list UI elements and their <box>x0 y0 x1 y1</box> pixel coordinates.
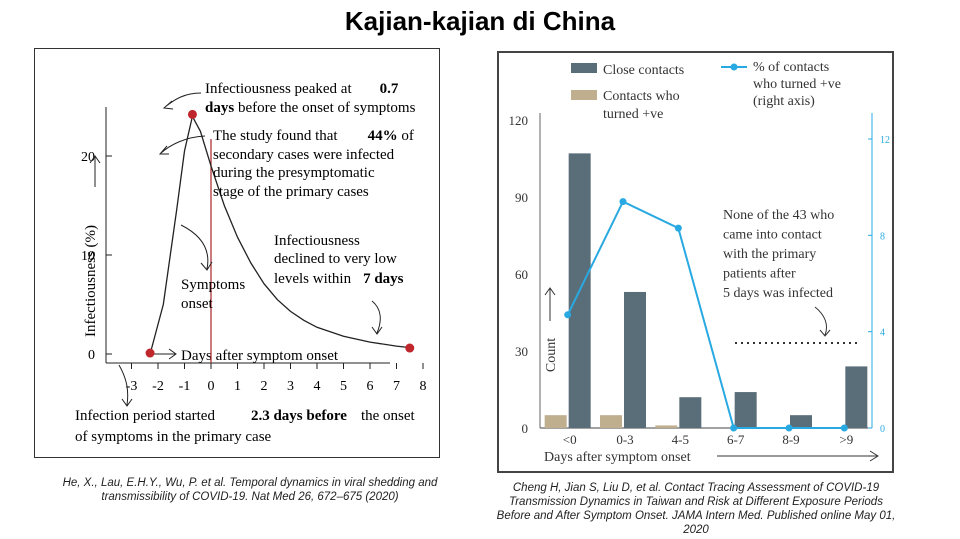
bar-contacts-positive <box>600 415 622 428</box>
x-tick-label: 0-3 <box>616 432 633 447</box>
x-axis-label: Days after symptom onset <box>544 450 691 465</box>
legend-label-contacts-positive-line2: turned +ve <box>603 107 663 122</box>
right-y-tick-label: 8 <box>880 231 885 242</box>
annotation-decline-line2: declined to very low <box>274 251 397 267</box>
annotation-decline-arrow <box>371 300 383 335</box>
right-y-tick-label: 4 <box>880 328 885 339</box>
x-tick-label: -1 <box>179 379 191 394</box>
annotation-line-3: with the primary <box>723 247 816 262</box>
y-tick-label: 10 <box>81 249 95 264</box>
x-tick-label: 0 <box>208 379 215 394</box>
percent-positive-point <box>619 198 627 206</box>
symptoms-onset-label-line1: Symptoms <box>181 277 245 293</box>
x-tick-label: 2 <box>261 379 268 394</box>
annotation-study-arrow <box>158 135 206 155</box>
y-tick-label: 20 <box>81 150 95 165</box>
annotation-decline-line3: levels within 7 days <box>274 271 404 287</box>
annotation-study-line1: The study found that 44% of <box>213 128 414 144</box>
legend-label-percent-line3: (right axis) <box>753 94 815 109</box>
y-axis-arrow <box>544 287 556 321</box>
right-y-tick-label: 0 <box>880 424 885 435</box>
contact-tracing-chart: 0 30 60 90 120 0 4 8 12 <0 0-3 4-5 6-7 8-9 >9 Close con… <box>509 60 891 465</box>
right-y-tick-label: 12 <box>880 135 890 146</box>
data-point-marker <box>187 109 197 119</box>
bar-contacts-positive <box>655 425 678 428</box>
x-tick-label: 6 <box>367 379 374 394</box>
bar-close-contacts <box>790 415 812 428</box>
annotation-line-1: None of the 43 who <box>723 208 834 223</box>
percent-positive-point <box>564 311 572 319</box>
y-axis-label: Count <box>544 338 559 372</box>
x-tick-label: 6-7 <box>727 432 745 447</box>
annotation-line-4: patients after <box>723 267 796 282</box>
bar-close-contacts <box>679 397 702 428</box>
annotation-peak-line2: days before the onset of symptoms <box>205 100 416 116</box>
left-chart-panel: 0 10 20 -3 -2 -1 0 1 2 3 4 5 6 7 8 Infectiousness (%) Da… <box>34 48 440 458</box>
infectiousness-curve <box>149 114 410 355</box>
x-tick-label: -3 <box>126 379 138 394</box>
annotation-study-line4: stage of the primary cases <box>213 184 369 200</box>
x-tick-label: 1 <box>234 379 241 394</box>
annotation-peak-arrow <box>162 92 202 110</box>
percent-positive-point <box>730 424 738 432</box>
annotation-start-arrow <box>118 364 133 407</box>
page-title: Kajian-kajian di China <box>344 6 616 36</box>
bar-contacts-positive <box>544 415 567 428</box>
x-tick-label: 8-9 <box>782 432 799 447</box>
x-tick-label: 4 <box>314 379 321 394</box>
left-y-tick-label: 30 <box>515 344 528 359</box>
left-y-tick-label: 90 <box>515 190 528 205</box>
symptoms-onset-label-line2: onset <box>181 296 213 312</box>
annotation-arrow <box>814 306 831 337</box>
legend-swatch-contacts-positive <box>571 90 597 100</box>
x-tick-label: 5 <box>340 379 347 394</box>
left-y-tick-label: 0 <box>522 421 529 436</box>
right-chart-panel: 0 30 60 90 120 0 4 8 12 <0 0-3 4-5 6-7 8-9 >9 Close con… <box>497 51 894 473</box>
legend-label-percent-line1: % of contacts <box>753 60 829 75</box>
x-tick-label: 8 <box>420 379 427 394</box>
x-tick-label: -2 <box>152 379 164 394</box>
x-tick-label: 3 <box>287 379 294 394</box>
bar-close-contacts <box>734 392 757 428</box>
bar-close-contacts <box>845 366 868 428</box>
x-tick-label: 4-5 <box>672 432 689 447</box>
percent-positive-point <box>840 424 848 432</box>
infectiousness-chart: 0 10 20 -3 -2 -1 0 1 2 3 4 5 6 7 8 Infectiousness (%) Da… <box>75 81 427 445</box>
annotation-study-line3: during the presymptomatic <box>213 165 375 181</box>
x-axis-label: Days after symptom onset <box>181 348 339 364</box>
x-tick-label: 7 <box>393 379 400 394</box>
legend-label-percent-line2: who turned +ve <box>753 77 841 92</box>
percent-positive-line <box>566 200 845 429</box>
annotation-decline-line1: Infectiousness <box>274 233 360 249</box>
citation-left: He, X., Lau, E.H.Y., Wu, P. et al. Tempo… <box>62 477 438 503</box>
x-tick-label: >9 <box>839 432 853 447</box>
annotation-line-5: 5 days was infected <box>723 286 833 301</box>
bar-close-contacts <box>624 291 646 428</box>
percent-positive-point <box>785 424 793 432</box>
legend-marker-percent <box>730 63 738 71</box>
legend-label-contacts-positive-line1: Contacts who <box>603 89 680 104</box>
annotation-line-2: came into contact <box>723 228 822 243</box>
x-axis-arrow <box>717 450 879 462</box>
y-axis-label: Infectiousness (%) <box>83 225 99 337</box>
legend-swatch-close-contacts <box>571 63 597 73</box>
citation-right: Cheng H, Jian S, Liu D, et al. Contact T… <box>496 482 896 536</box>
data-point-marker <box>145 348 155 358</box>
annotation-start-line1: Infection period started 2.3 days before t… <box>75 408 416 424</box>
legend-label-close-contacts: Close contacts <box>603 63 684 78</box>
y-axis-arrow <box>89 155 101 187</box>
left-y-tick-label: 120 <box>509 113 529 128</box>
x-tick-label: <0 <box>563 432 577 447</box>
symptoms-onset-arrow <box>180 224 213 271</box>
data-point-marker <box>405 343 415 353</box>
annotation-study-line2: secondary cases were infected <box>213 147 395 163</box>
y-tick-label: 0 <box>88 348 95 363</box>
left-y-tick-label: 60 <box>515 267 528 282</box>
percent-positive-point <box>674 224 682 232</box>
annotation-start-line2: of symptoms in the primary case <box>75 429 272 445</box>
annotation-peak-line1: Infectiousness peaked at 0.7 <box>205 81 399 97</box>
